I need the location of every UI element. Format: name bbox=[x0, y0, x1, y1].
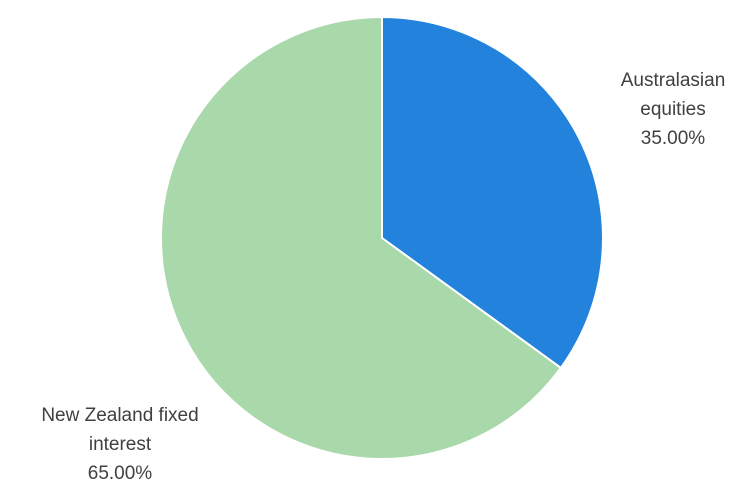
pie-slices bbox=[159, 15, 604, 460]
slice-value-label: 35.00% bbox=[641, 128, 706, 149]
slice-category-label: equities bbox=[640, 99, 706, 120]
pie-slice-0 bbox=[381, 15, 604, 370]
slice-category-label: interest bbox=[89, 434, 152, 455]
pie-labels: Australasian equities 35.00% New Zealand fi… bbox=[41, 70, 725, 484]
slice-category-label: Australasian bbox=[621, 70, 726, 91]
slice-category-label: New Zealand fixed bbox=[41, 405, 198, 426]
pie-slice-1 bbox=[159, 15, 563, 460]
pie-slice-label-1: New Zealand fixed interest 65.00% bbox=[41, 405, 198, 484]
pie-slice-label-0: Australasian equities 35.00% bbox=[621, 70, 726, 149]
slice-value-label: 65.00% bbox=[88, 463, 153, 484]
